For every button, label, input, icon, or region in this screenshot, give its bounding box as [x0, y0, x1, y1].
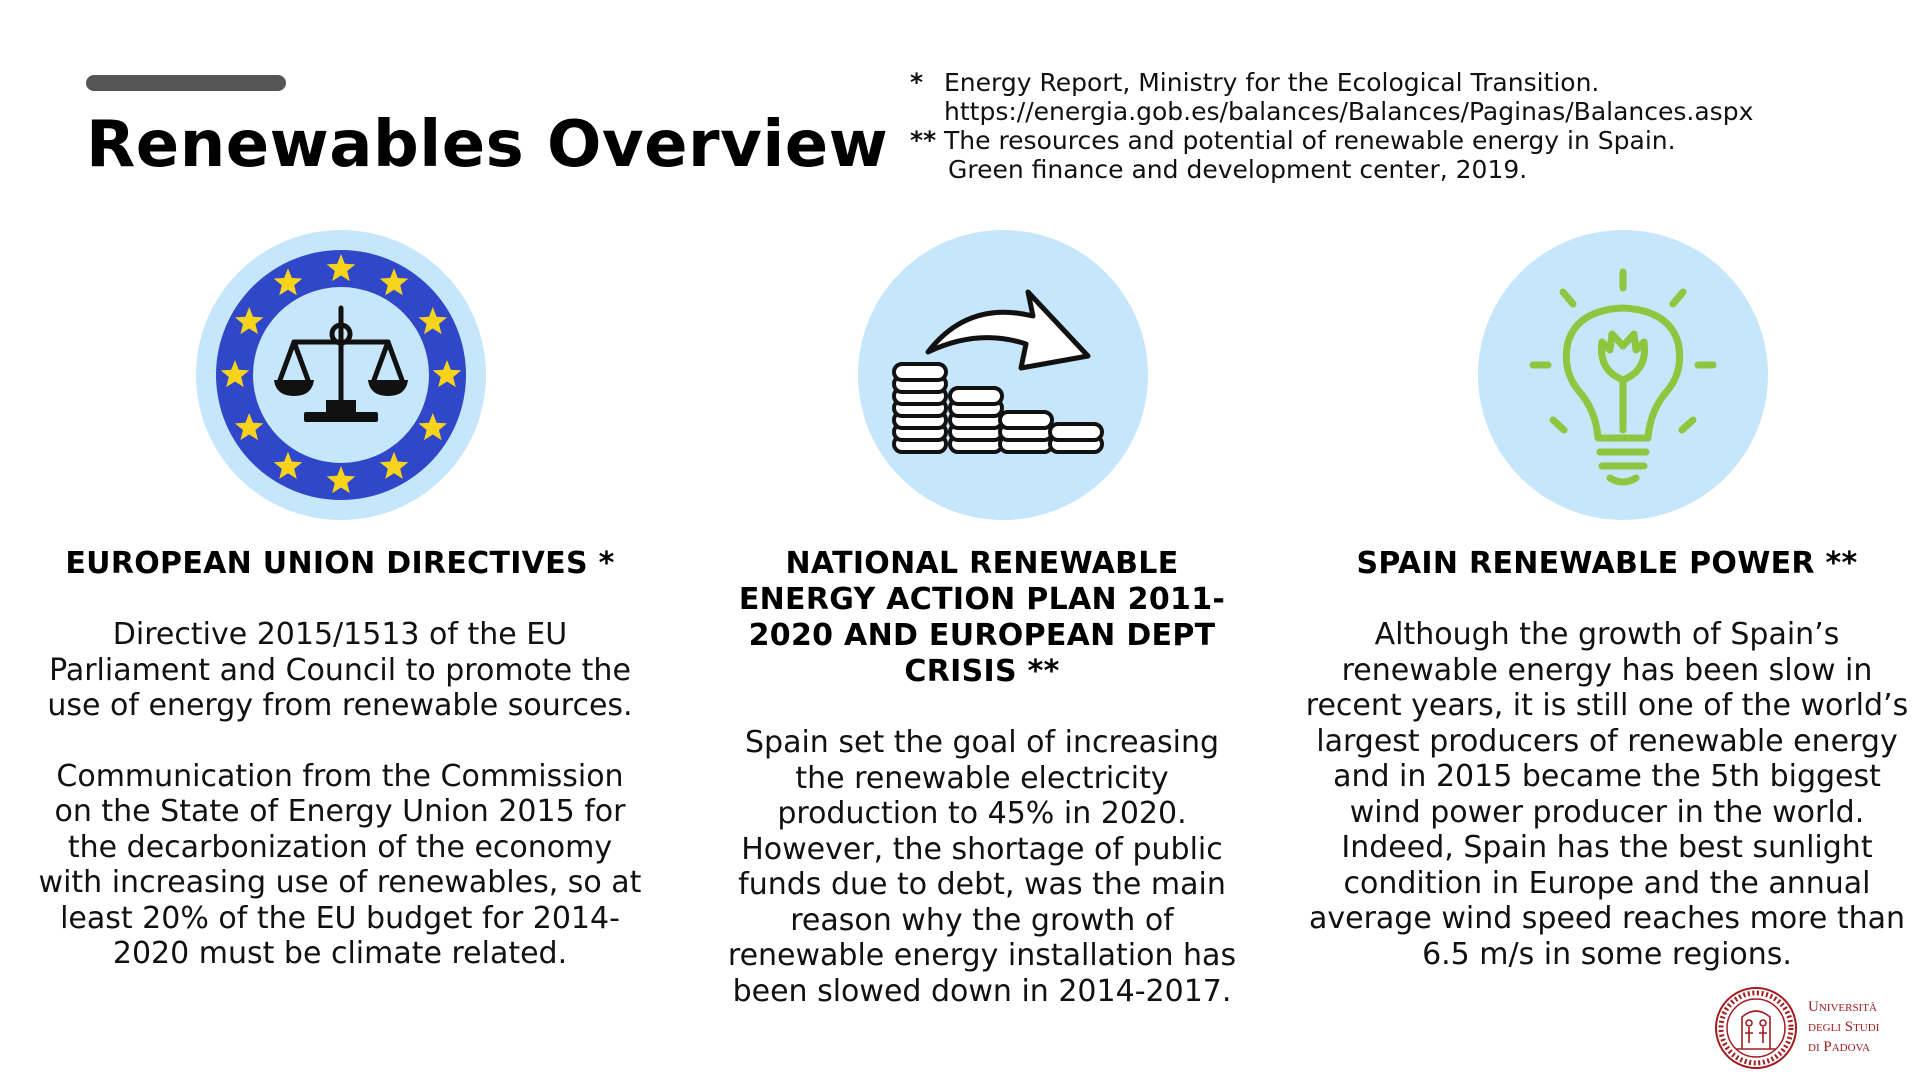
references: * Energy Report, Ministry for the Ecolog… — [910, 68, 1900, 184]
university-seal-icon — [1715, 987, 1797, 1069]
eu-star-icon — [273, 451, 303, 479]
column-heading: NATIONAL RENEWABLE ENERGY ACTION PLAN 20… — [738, 546, 1226, 689]
eu-star-icon — [418, 413, 448, 441]
coin-icon — [998, 410, 1054, 430]
reference-text: The resources and potential of renewable… — [944, 126, 1676, 155]
eu-justice-scales-icon — [196, 230, 486, 520]
eu-star-icon — [379, 268, 409, 296]
eu-star-icon — [418, 307, 448, 335]
reference-1: * Energy Report, Ministry for the Ecolog… — [910, 68, 1900, 126]
reference-mark: * — [910, 68, 924, 97]
column-spain-power: SPAIN RENEWABLE POWER ** Although the gr… — [1304, 546, 1910, 972]
column-eu-directives: EUROPEAN UNION DIRECTIVES * Directive 20… — [38, 546, 642, 972]
reference-mark: ** — [910, 126, 937, 155]
eu-star-icon — [432, 360, 462, 388]
title-accent-bar — [86, 75, 286, 91]
coin-icon — [892, 362, 948, 382]
university-name-line: degli Studi — [1808, 1019, 1880, 1035]
eu-star-icon — [326, 254, 356, 282]
university-name-line: Università — [1808, 999, 1877, 1015]
reference-text: Energy Report, Ministry for the Ecologic… — [944, 68, 1600, 97]
eu-star-icon — [234, 307, 264, 335]
column-paragraph: Spain set the goal of increasing the ren… — [727, 725, 1237, 1009]
column-action-plan: NATIONAL RENEWABLE ENERGY ACTION PLAN 20… — [722, 546, 1242, 1009]
page-title: Renewables Overview — [86, 108, 889, 182]
university-name: Università degli Studi di Padova — [1808, 997, 1879, 1057]
column-heading: EUROPEAN UNION DIRECTIVES * — [65, 546, 615, 581]
eu-star-icon — [234, 413, 264, 441]
eu-star-icon — [379, 451, 409, 479]
column-heading: SPAIN RENEWABLE POWER ** — [1356, 546, 1858, 581]
column-paragraph: Directive 2015/1513 of the EU Parliament… — [47, 617, 633, 723]
coin-icon — [1048, 422, 1104, 442]
eu-star-icon — [273, 268, 303, 296]
eu-star-icon — [220, 360, 250, 388]
eu-star-icon — [326, 466, 356, 494]
column-paragraph: Although the growth of Spain’s renewable… — [1305, 617, 1909, 972]
reference-link[interactable]: https://energia.gob.es/balances/Balances… — [944, 97, 1754, 126]
lightbulb-leaf-icon — [1478, 230, 1768, 520]
coins-arrow-icon — [858, 230, 1148, 520]
university-name-line: di Padova — [1808, 1039, 1871, 1055]
column-paragraph: Communication from the Commission on the… — [38, 758, 642, 972]
reference-2: ** The resources and potential of renewa… — [910, 126, 1900, 184]
coin-icon — [948, 386, 1004, 406]
reference-text: Green finance and development center, 20… — [948, 155, 1528, 184]
university-logo: Università degli Studi di Padova — [1712, 985, 1910, 1071]
